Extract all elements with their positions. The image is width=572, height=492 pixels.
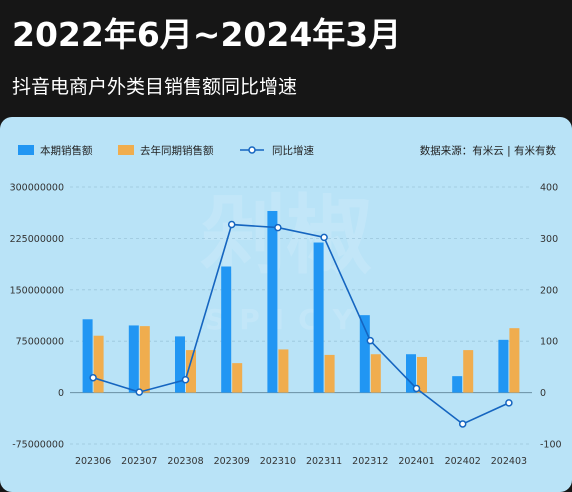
line-point xyxy=(89,373,97,382)
x-axis-tick-label: 202307 xyxy=(121,456,157,467)
bar-previous xyxy=(370,354,381,393)
line-point xyxy=(227,220,236,229)
bar-previous xyxy=(93,335,104,393)
legend: 本期销售额 去年同期销售额 同比增速 xyxy=(18,144,314,157)
combo-chart: 剁椒 SPICY 本期销售额 去年同期销售额 同比增速 数据来源：有米云 | 有… xyxy=(10,144,562,467)
bar-previous xyxy=(324,354,335,393)
left-axis-tick-label: -75000000 xyxy=(12,440,64,451)
right-axis-tick-label: -100 xyxy=(540,440,562,451)
x-axis-tick-label: 202310 xyxy=(260,456,296,467)
bar-previous xyxy=(278,349,289,393)
x-axis-tick-label: 202401 xyxy=(398,456,434,467)
left-axis-tick-label: 225000000 xyxy=(10,234,64,245)
legend-swatch-previous xyxy=(118,145,134,155)
left-axis-tick-label: 75000000 xyxy=(16,337,64,348)
x-axis-tick-label: 202306 xyxy=(75,456,111,467)
bar-current xyxy=(406,354,416,393)
bar-current xyxy=(313,242,324,393)
right-axis-tick-label: 100 xyxy=(540,337,558,348)
bar-current xyxy=(128,325,139,393)
bar-previous xyxy=(186,350,196,393)
legend-label-line: 同比增速 xyxy=(272,144,314,157)
right-axis-tick-label: 300 xyxy=(540,234,558,245)
bar-current xyxy=(267,210,278,393)
page-subtitle: 抖音电商户外类目销售额同比增速 xyxy=(12,76,298,98)
line-point xyxy=(412,384,421,393)
left-axis-tick-label: 0 xyxy=(58,388,64,399)
x-axis-tick-label: 202309 xyxy=(214,456,250,467)
right-axis-tick-label: 400 xyxy=(540,183,558,194)
bar-previous xyxy=(139,326,150,393)
bar-current xyxy=(359,315,370,393)
x-axis-tick-label: 202311 xyxy=(306,456,342,467)
source-note: 数据来源：有米云 | 有米有数 xyxy=(420,144,557,157)
left-axis-tick-label: 150000000 xyxy=(10,285,64,296)
line-series-growth xyxy=(92,223,510,425)
bar-previous xyxy=(232,363,243,393)
bar-current xyxy=(498,339,509,393)
right-axis-tick-label: 0 xyxy=(540,388,546,399)
line-point xyxy=(274,223,282,232)
bar-previous xyxy=(463,350,474,393)
page-title: 2022年6月~2024年3月 xyxy=(12,15,402,54)
line-point xyxy=(320,233,328,242)
legend-label-current: 本期销售额 xyxy=(40,144,93,157)
bar-current xyxy=(82,319,93,393)
bar-current xyxy=(221,266,232,393)
x-axis-tick-label: 202312 xyxy=(352,456,388,467)
bar-previous xyxy=(417,356,427,393)
legend-swatch-line-marker xyxy=(248,146,256,154)
line-point xyxy=(366,336,375,345)
line-point xyxy=(458,420,467,428)
line-point xyxy=(505,399,513,407)
bar-current xyxy=(452,376,463,393)
line-point xyxy=(181,376,190,384)
x-axis-tick-label: 202402 xyxy=(445,456,481,467)
x-axis-tick-label: 202403 xyxy=(491,456,527,467)
x-axis-tick-label: 202308 xyxy=(167,456,203,467)
bar-previous xyxy=(509,328,520,393)
right-axis-tick-label: 200 xyxy=(540,285,558,296)
left-axis-tick-label: 300000000 xyxy=(10,183,64,194)
line-point xyxy=(135,388,144,396)
legend-swatch-current xyxy=(18,145,34,155)
chart-panel: 剁椒 SPICY 本期销售额 去年同期销售额 同比增速 数据来源：有米云 | 有… xyxy=(0,117,572,492)
bar-current xyxy=(175,336,185,393)
legend-label-previous: 去年同期销售额 xyxy=(140,144,214,157)
